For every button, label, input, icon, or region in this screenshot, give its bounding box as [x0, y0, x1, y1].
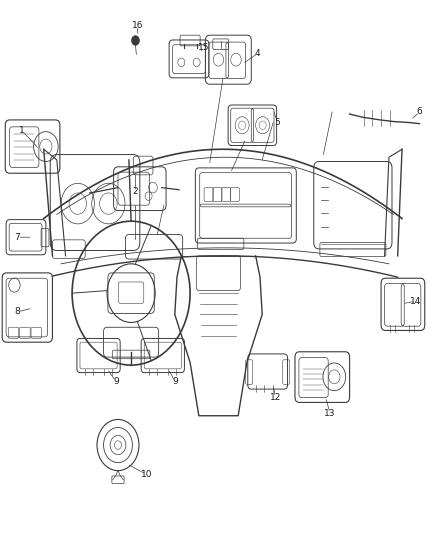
Text: 7: 7 [14, 233, 21, 241]
Circle shape [132, 36, 139, 45]
Text: 9: 9 [113, 377, 119, 385]
Text: 8: 8 [14, 308, 21, 316]
Text: 5: 5 [274, 118, 281, 127]
Text: 4: 4 [255, 49, 260, 58]
Text: 16: 16 [132, 21, 144, 30]
Text: 14: 14 [409, 297, 421, 305]
Text: 15: 15 [198, 44, 209, 52]
Text: 1: 1 [19, 126, 25, 135]
Text: 6: 6 [416, 108, 423, 116]
Text: 9: 9 [172, 377, 178, 385]
Text: 10: 10 [141, 470, 152, 479]
Text: 12: 12 [270, 393, 281, 401]
Text: 13: 13 [324, 409, 336, 417]
Text: 2: 2 [133, 188, 138, 196]
